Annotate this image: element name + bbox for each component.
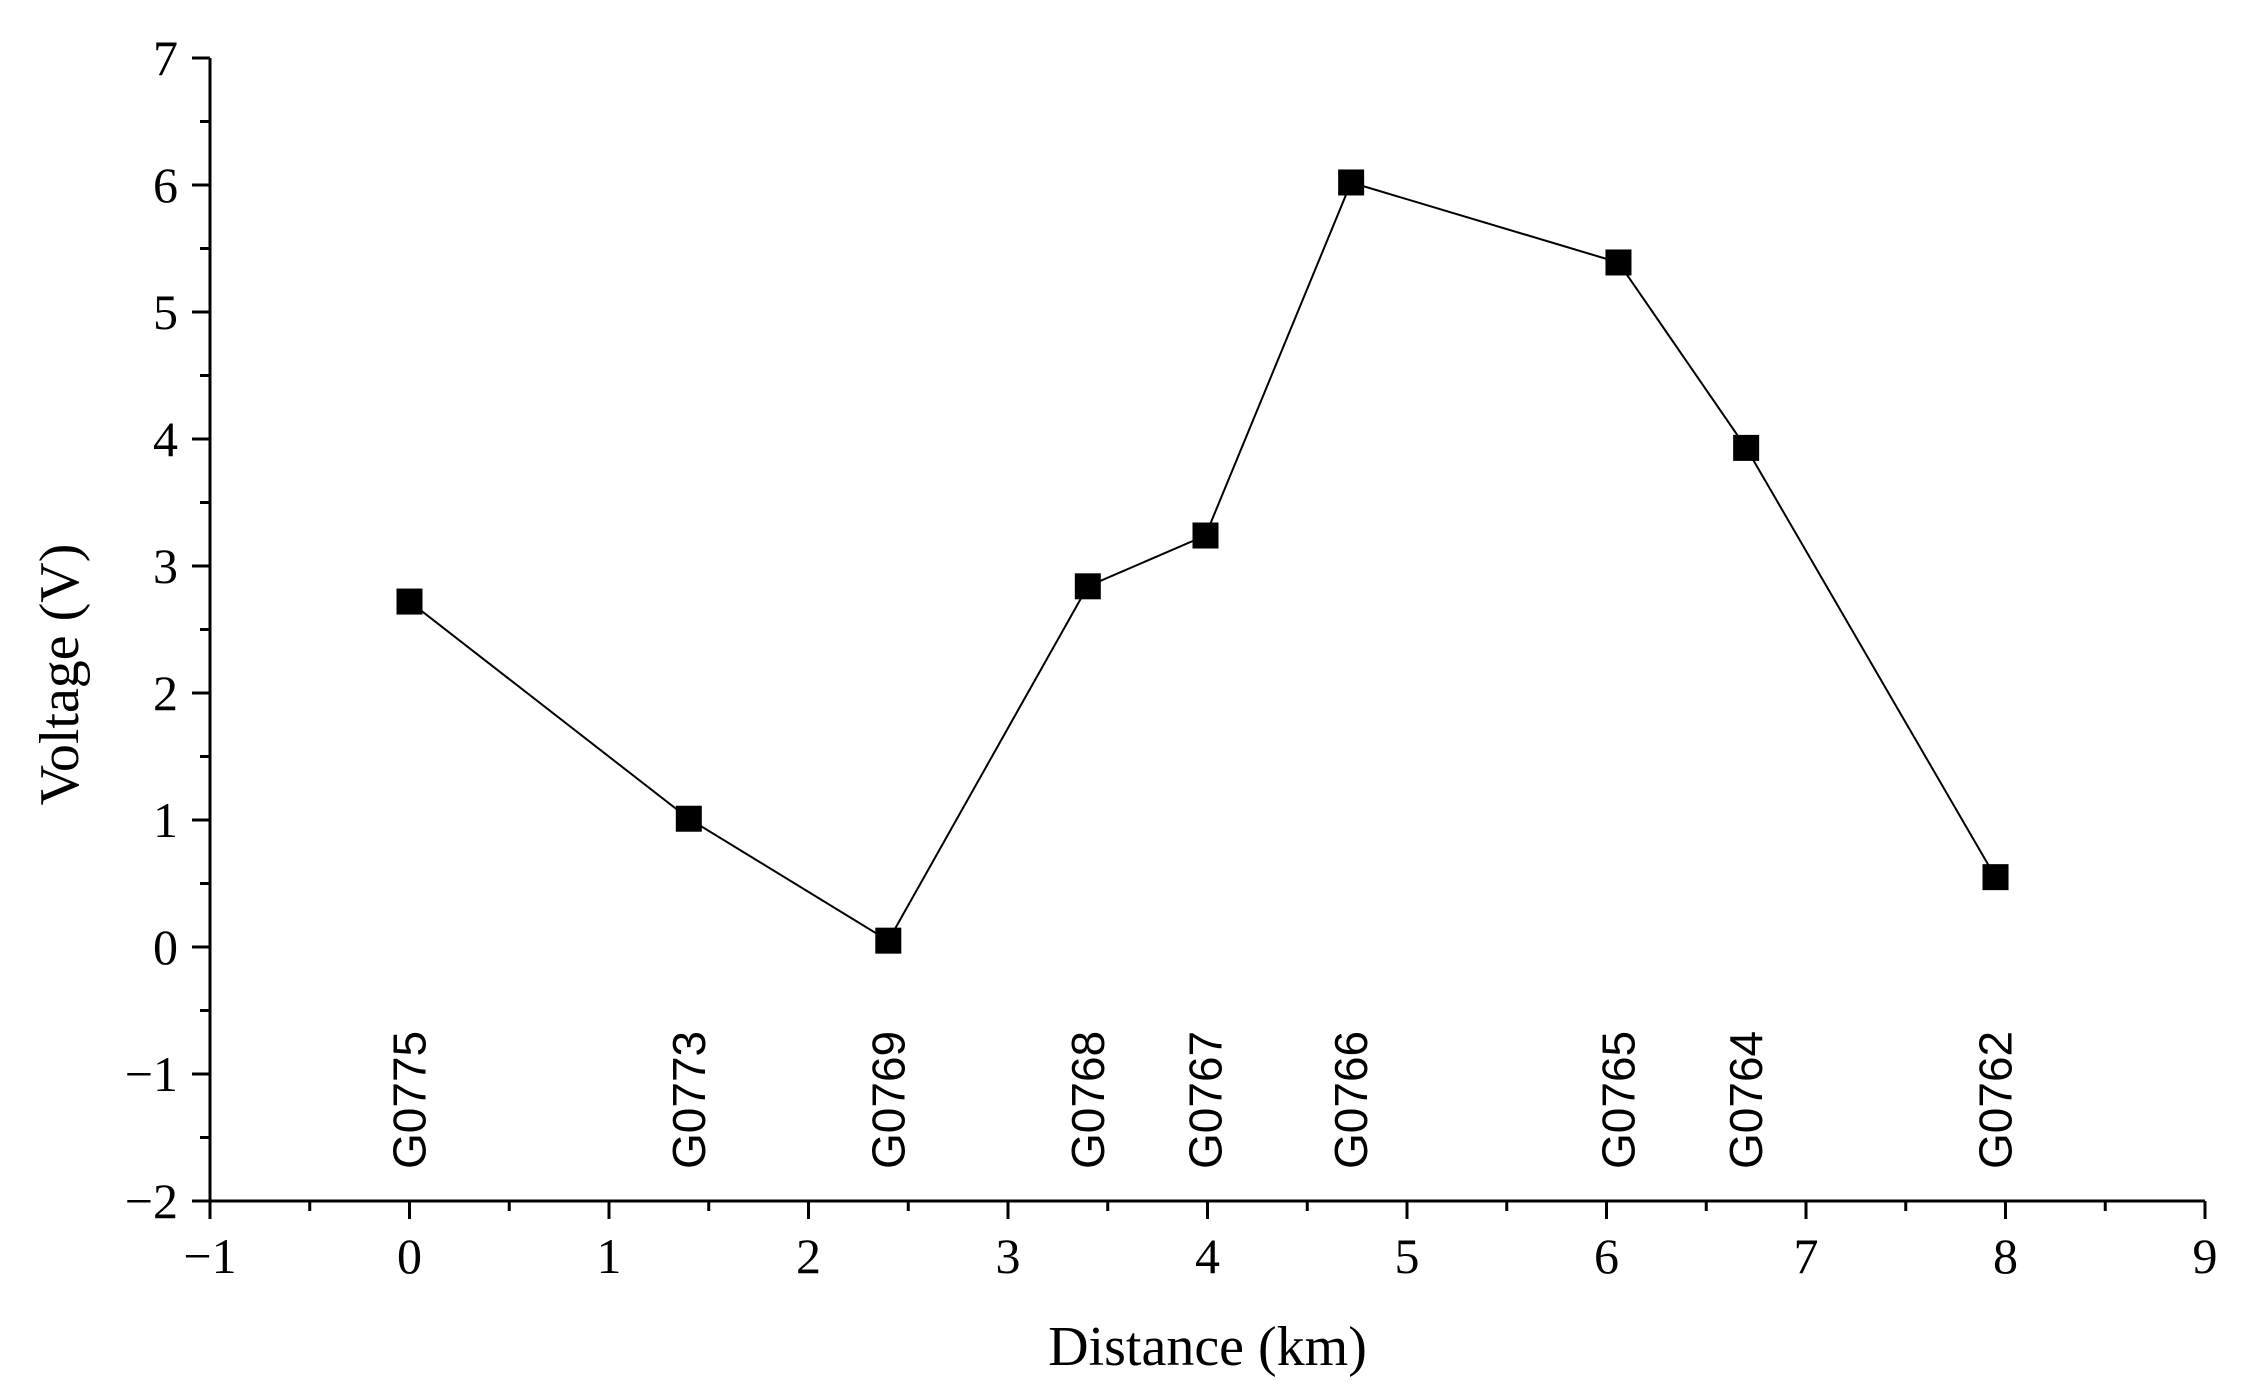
x-tick-label: 9	[2193, 1228, 2218, 1284]
data-point	[1982, 864, 2009, 891]
x-tick-label: 3	[996, 1228, 1021, 1284]
data-point	[1733, 434, 1760, 461]
station-label: G0766	[1325, 1031, 1377, 1169]
x-tick-label: 8	[1993, 1228, 2018, 1284]
y-tick-label: −2	[125, 1173, 178, 1229]
y-tick-label: 0	[153, 919, 178, 975]
y-tick-label: 3	[153, 538, 178, 594]
y-tick-label: 2	[153, 665, 178, 721]
station-label: G0773	[663, 1031, 715, 1169]
x-tick-label: −1	[183, 1228, 236, 1284]
x-tick-label: 5	[1395, 1228, 1420, 1284]
x-tick-label: 6	[1594, 1228, 1619, 1284]
station-labels: G0775 G0773 G0769 G0768 G0767 G0766 G0765 G0764…	[384, 1031, 2022, 1169]
station-label: G0762	[1970, 1031, 2022, 1169]
x-tick-label: 4	[1195, 1228, 1220, 1284]
y-tick-label: 6	[153, 157, 178, 213]
series-layer	[396, 169, 2009, 954]
data-point	[396, 588, 423, 615]
y-axis-title: Voltage (V)	[29, 544, 91, 806]
station-label: G0767	[1180, 1031, 1232, 1169]
station-label: G0769	[862, 1031, 914, 1169]
data-point	[875, 927, 902, 954]
station-label: G0768	[1062, 1031, 1114, 1169]
x-tick-label: 0	[397, 1228, 422, 1284]
y-tick-label: 5	[153, 284, 178, 340]
series-line	[408, 181, 1997, 943]
data-point	[1192, 522, 1219, 549]
x-axis-title: Distance (km)	[1048, 1316, 1367, 1378]
x-tick-label: 2	[796, 1228, 821, 1284]
station-label: G0775	[384, 1031, 436, 1169]
station-label: G0764	[1720, 1031, 1772, 1169]
data-point	[1605, 249, 1632, 276]
x-tick-label: 7	[1794, 1228, 1819, 1284]
x-tick-label: 1	[597, 1228, 622, 1284]
y-tick-label: 1	[153, 792, 178, 848]
data-point	[1338, 169, 1365, 196]
data-point	[1074, 573, 1101, 600]
y-tick-label: −1	[125, 1046, 178, 1102]
y-tick-label: 7	[153, 30, 178, 86]
station-label: G0765	[1592, 1031, 1644, 1169]
data-point	[675, 805, 702, 832]
y-tick-label: 4	[153, 411, 178, 467]
